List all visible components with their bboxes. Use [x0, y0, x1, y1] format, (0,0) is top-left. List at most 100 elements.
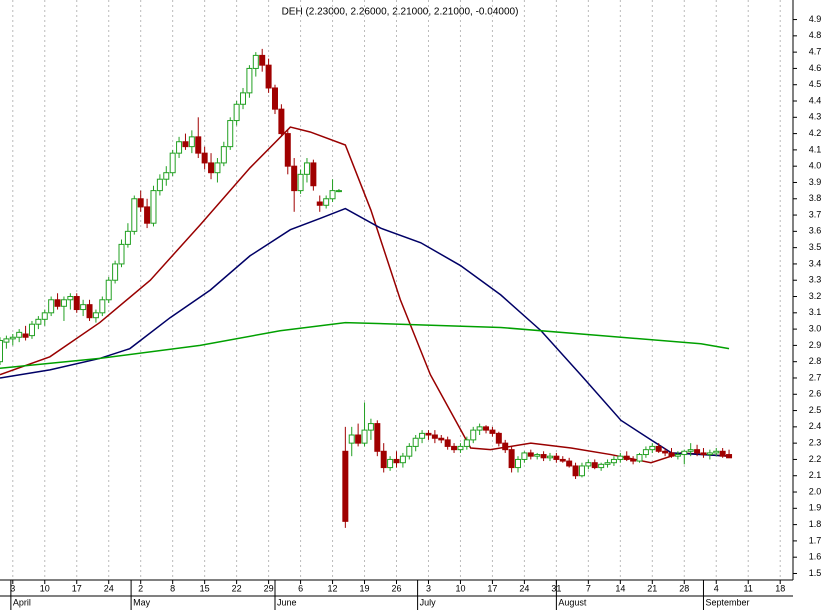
candle-body — [48, 299, 55, 314]
candle-body — [406, 445, 413, 457]
month-label: August — [558, 597, 587, 607]
y-tick-label: 4.1 — [809, 144, 822, 154]
candle-body — [367, 423, 374, 431]
y-tick-label: 3.4 — [809, 258, 822, 268]
y-tick-label: 4.0 — [809, 161, 822, 171]
candle-body — [534, 454, 541, 457]
candle-body — [131, 198, 138, 232]
candle-body — [220, 146, 227, 164]
candle-body — [470, 429, 477, 441]
y-tick-label: 2.4 — [809, 421, 822, 431]
x-tick-label: 15 — [200, 583, 210, 593]
y-tick-label: 3.0 — [809, 323, 822, 333]
candle-body — [476, 426, 483, 431]
x-tick-label: 29 — [264, 583, 274, 593]
x-tick-label: 17 — [487, 583, 497, 593]
moving-average — [0, 126, 730, 464]
candle-body — [176, 141, 183, 154]
y-tick-label: 3.6 — [809, 226, 822, 236]
candle-body — [329, 190, 336, 200]
y-tick-label: 2.0 — [809, 486, 822, 496]
x-tick-label: 10 — [455, 583, 465, 593]
candle-body — [163, 172, 170, 180]
candle-body — [195, 136, 202, 154]
candle-body — [399, 455, 406, 464]
candle-body — [348, 434, 355, 444]
candle-body — [649, 445, 656, 451]
candle-body — [502, 442, 509, 451]
candle-body — [419, 432, 426, 439]
x-tick-label: 7 — [586, 583, 591, 593]
x-tick-label: 4 — [714, 583, 719, 593]
candle-body — [687, 449, 694, 452]
candle-body — [668, 452, 675, 457]
candle-body — [240, 92, 247, 105]
candle-body — [642, 449, 649, 456]
candle-body — [700, 452, 707, 456]
x-tick-label: 18 — [775, 583, 785, 593]
candle-body — [86, 304, 93, 319]
candle-body — [271, 87, 278, 110]
candle-body — [124, 230, 131, 245]
candle-body — [662, 450, 669, 454]
candle-body — [393, 458, 400, 464]
candle-body — [3, 338, 10, 343]
candle-body — [489, 429, 496, 434]
candle-body — [374, 423, 381, 452]
candle-body — [60, 299, 67, 307]
candle-body — [726, 454, 733, 459]
candle-body — [233, 103, 240, 122]
candle-body — [617, 455, 624, 460]
candle-body — [80, 304, 87, 311]
y-tick-label: 3.3 — [809, 275, 822, 285]
x-tick-label: 14 — [615, 583, 625, 593]
candle-body — [92, 312, 99, 319]
x-tick-label: 21 — [647, 583, 657, 593]
y-tick-label: 2.6 — [809, 389, 822, 399]
candle-body — [674, 454, 681, 457]
y-tick-label: 2.9 — [809, 340, 822, 350]
candle-body — [546, 455, 553, 459]
y-tick-label: 4.5 — [809, 79, 822, 89]
y-tick-label: 1.8 — [809, 519, 822, 529]
y-tick-label: 4.6 — [809, 63, 822, 73]
y-tick-label: 3.8 — [809, 193, 822, 203]
y-tick-label: 1.6 — [809, 552, 822, 562]
month-label: July — [420, 597, 437, 607]
x-tick-label: 8 — [170, 583, 175, 593]
candle-body — [387, 458, 394, 469]
candle-body — [585, 462, 592, 467]
candle-body — [355, 434, 362, 444]
y-tick-label: 4.2 — [809, 128, 822, 138]
candle-body — [425, 432, 432, 436]
candle-body — [483, 426, 490, 431]
y-tick-label: 3.1 — [809, 307, 822, 317]
candle-body — [694, 449, 701, 454]
candle-body — [566, 460, 573, 467]
candle-body — [22, 333, 29, 338]
x-tick-label: 22 — [232, 583, 242, 593]
candle-body — [515, 458, 522, 469]
candle-body — [291, 165, 298, 192]
candle-body — [0, 340, 3, 363]
candle-body — [105, 279, 112, 301]
candle-body — [169, 152, 176, 174]
candle-body — [144, 206, 151, 224]
x-tick-label: 17 — [72, 583, 82, 593]
candle-body — [297, 173, 304, 192]
x-tick-label: 2 — [138, 583, 143, 593]
candle-body — [41, 312, 48, 320]
candle-body — [636, 454, 643, 462]
month-label: June — [277, 597, 297, 607]
x-tick-label: 24 — [104, 583, 114, 593]
candle-body — [99, 299, 106, 314]
candle-body — [323, 198, 330, 206]
candle-body — [655, 445, 662, 452]
candle-body — [604, 462, 611, 465]
candle-body — [208, 162, 215, 174]
month-label: April — [13, 597, 31, 607]
candle-body — [335, 190, 342, 193]
candle-body — [719, 450, 726, 457]
candle-body — [118, 243, 125, 265]
candle-body — [438, 437, 445, 441]
